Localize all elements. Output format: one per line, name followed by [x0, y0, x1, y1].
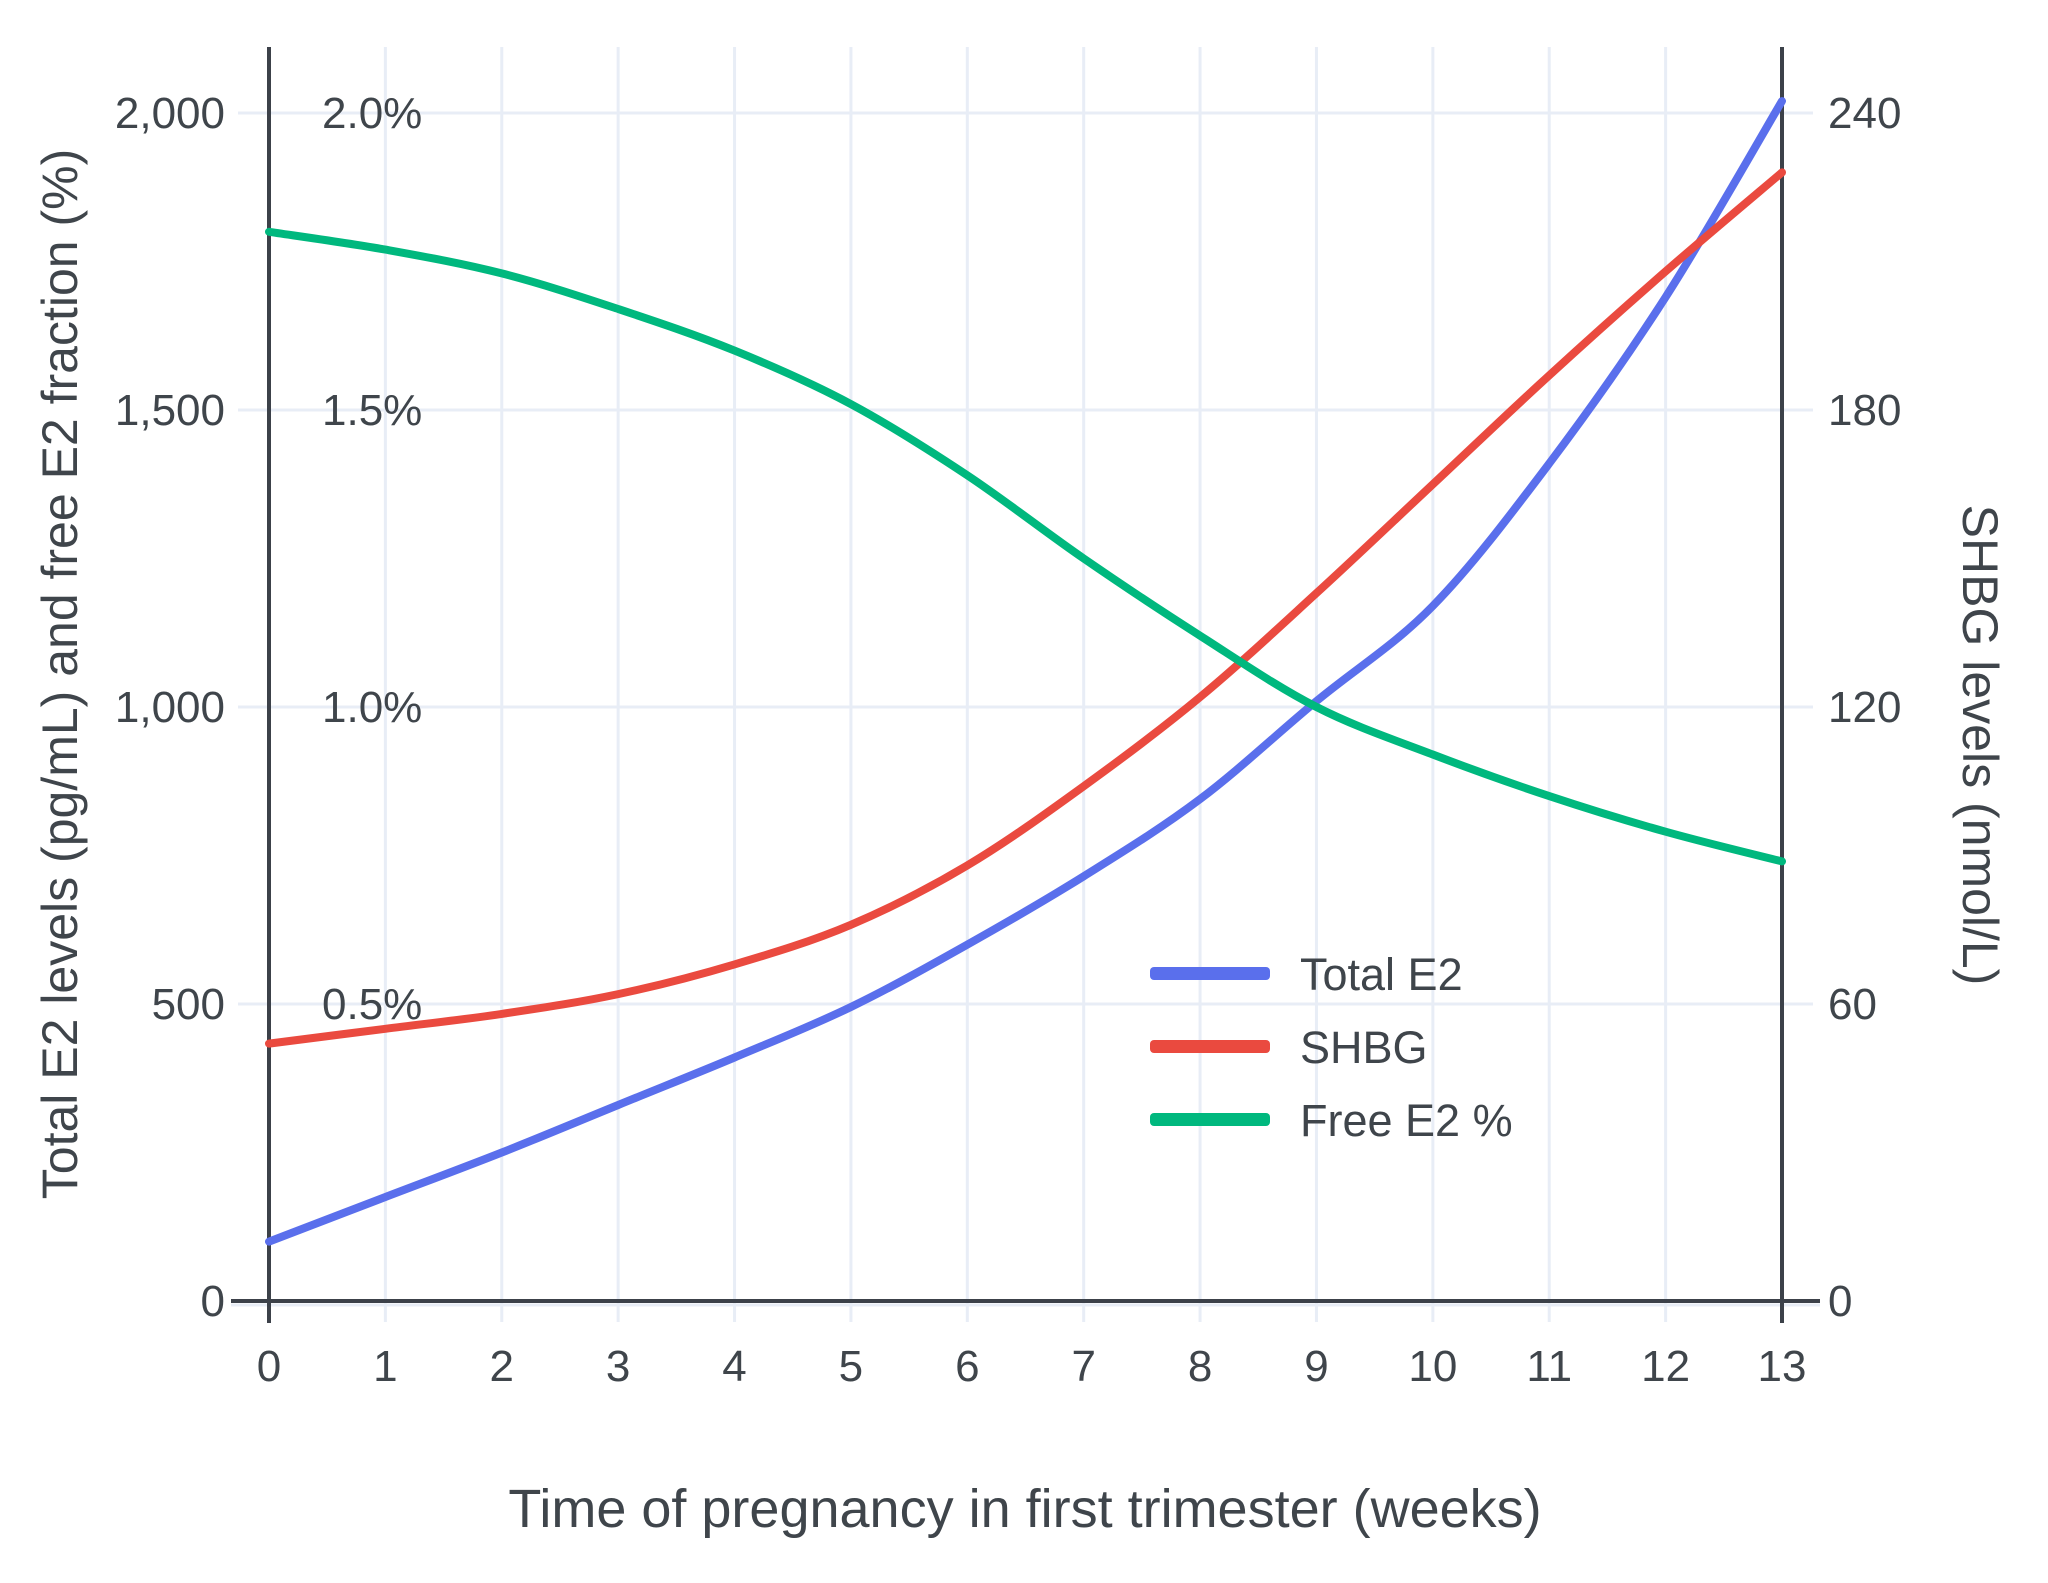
x-axis-tick-label: 11	[1526, 1342, 1572, 1391]
legend-item-free-e2: Free E2 %	[1150, 1095, 1513, 1146]
left-axis-tick-label: 0	[201, 1277, 225, 1326]
right-axis-tick-label: 120	[1828, 683, 1901, 732]
legend-label-total-e2: Total E2	[1300, 949, 1463, 1000]
series-line-free-e2	[265, 227, 1786, 866]
chart-layers: 05001,0001,5002,0000.5%1.0%1.5%2.0%06012…	[115, 47, 1902, 1391]
series-line-shbg	[265, 168, 1786, 1048]
left-y-axis-title: Total E2 levels (pg/mL) and free E2 frac…	[32, 149, 88, 1199]
x-axis-tick-label: 12	[1641, 1342, 1690, 1391]
x-axis-tick-label: 13	[1758, 1342, 1807, 1391]
left-axis-tick-label: 1,000	[115, 683, 225, 732]
x-axis-tick-label: 9	[1304, 1342, 1328, 1391]
legend-swatch-free-e2	[1150, 1113, 1270, 1126]
x-axis-title: Time of pregnancy in first trimester (we…	[508, 1479, 1541, 1539]
series-line-total-e2	[265, 97, 1786, 1246]
x-axis-tick-label: 8	[1188, 1342, 1212, 1391]
tick-labels-layer: 05001,0001,5002,0000.5%1.0%1.5%2.0%06012…	[115, 89, 1902, 1391]
grid-layer	[231, 47, 1820, 1322]
legend-item-shbg: SHBG	[1150, 1022, 1428, 1073]
percent-tick-label: 1.5%	[322, 386, 422, 435]
legend-swatch-total-e2	[1150, 967, 1270, 980]
percent-tick-label: 1.0%	[322, 683, 422, 732]
legend-label-free-e2: Free E2 %	[1300, 1095, 1513, 1146]
legend-label-shbg: SHBG	[1300, 1022, 1428, 1073]
left-axis-tick-label: 2,000	[115, 89, 225, 138]
right-axis-tick-label: 60	[1828, 980, 1877, 1029]
legend-item-total-e2: Total E2	[1150, 949, 1463, 1000]
right-axis-tick-label: 180	[1828, 386, 1901, 435]
x-axis-tick-label: 6	[955, 1342, 979, 1391]
legend-swatch-shbg	[1150, 1040, 1270, 1053]
x-axis-tick-label: 0	[257, 1342, 281, 1391]
x-axis-tick-label: 5	[839, 1342, 863, 1391]
x-axis-tick-label: 4	[722, 1342, 746, 1391]
x-axis-tick-label: 1	[373, 1342, 397, 1391]
right-axis-tick-label: 240	[1828, 89, 1901, 138]
x-axis-tick-label: 3	[606, 1342, 630, 1391]
percent-tick-label: 0.5%	[322, 980, 422, 1029]
left-axis-tick-label: 1,500	[115, 386, 225, 435]
series-layer	[265, 97, 1786, 1246]
right-y-axis-title: SHBG levels (nmol/L)	[1952, 505, 2008, 986]
axes-layer	[231, 47, 1820, 1323]
x-axis-tick-label: 7	[1071, 1342, 1095, 1391]
legend: Total E2 SHBG Free E2 %	[1150, 949, 1513, 1146]
x-axis-tick-label: 2	[490, 1342, 514, 1391]
right-axis-tick-label: 0	[1828, 1277, 1852, 1326]
left-axis-tick-label: 500	[152, 980, 225, 1029]
x-axis-tick-label: 10	[1408, 1342, 1457, 1391]
percent-tick-label: 2.0%	[322, 89, 422, 138]
